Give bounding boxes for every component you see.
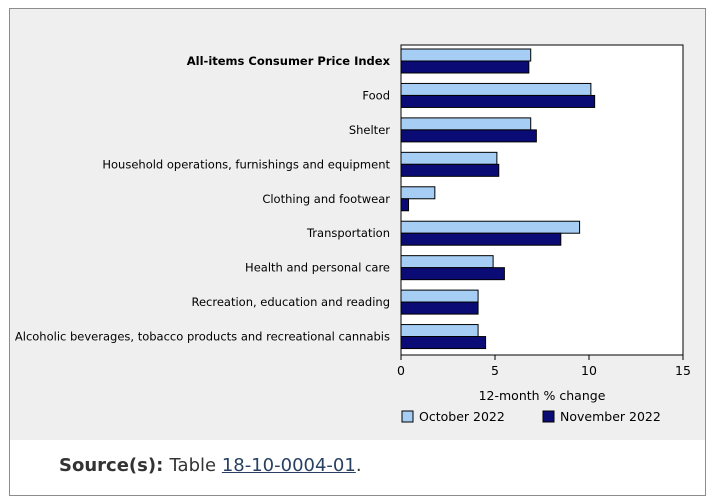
legend-swatch-nov xyxy=(542,410,555,423)
bar-oct-6 xyxy=(400,255,494,269)
bar-nov-8 xyxy=(400,336,487,350)
x-axis-label: 12-month % change xyxy=(479,388,606,403)
x-tick-label-3: 15 xyxy=(675,363,691,378)
legend-swatch-oct xyxy=(401,410,414,423)
source-suffix: . xyxy=(355,455,362,476)
legend-label-nov: November 2022 xyxy=(560,409,661,424)
bar-oct-4 xyxy=(400,186,436,200)
bar-nov-2 xyxy=(400,129,537,143)
source-note: Source(s): Table 18-10-0004-01. xyxy=(59,455,362,476)
cpi-bar-chart: All-items Consumer Price Index Food Shelte… xyxy=(15,44,691,424)
source-prefix: Table xyxy=(169,455,222,476)
x-tick-label-0: 0 xyxy=(397,363,405,378)
category-label-3: Household operations, furnishings and eq… xyxy=(102,157,390,171)
category-label-5: Transportation xyxy=(306,226,390,240)
source-label: Source(s): xyxy=(59,455,170,476)
bar-nov-6 xyxy=(400,267,505,281)
bar-oct-8 xyxy=(400,324,479,338)
bar-nov-1 xyxy=(400,94,596,108)
category-label-0: All-items Consumer Price Index xyxy=(187,54,391,68)
source-table-link[interactable]: 18-10-0004-01 xyxy=(221,455,356,476)
category-label-1: Food xyxy=(362,88,390,102)
category-label-8: Alcoholic beverages, tobacco products an… xyxy=(15,330,390,344)
x-tick-label-1: 5 xyxy=(491,363,499,378)
bar-oct-7 xyxy=(400,289,479,303)
legend-label-oct: October 2022 xyxy=(419,409,505,424)
bar-nov-7 xyxy=(400,301,479,315)
category-label-7: Recreation, education and reading xyxy=(192,295,391,309)
category-label-2: Shelter xyxy=(349,123,390,137)
bar-nov-4 xyxy=(400,198,410,212)
bar-oct-1 xyxy=(400,82,592,96)
bar-nov-3 xyxy=(400,163,500,177)
bar-oct-0 xyxy=(400,48,532,62)
x-tick-label-2: 10 xyxy=(581,363,597,378)
figure-frame: All-items Consumer Price Index Food Shelte… xyxy=(9,8,706,496)
bar-nov-0 xyxy=(400,60,530,74)
bar-oct-2 xyxy=(400,117,532,131)
bar-oct-3 xyxy=(400,151,498,165)
category-label-6: Health and personal care xyxy=(245,261,390,275)
category-label-4: Clothing and footwear xyxy=(262,192,390,206)
chart-panel: All-items Consumer Price Index Food Shelte… xyxy=(10,9,705,440)
bar-oct-5 xyxy=(400,220,581,234)
bar-nov-5 xyxy=(400,232,562,246)
